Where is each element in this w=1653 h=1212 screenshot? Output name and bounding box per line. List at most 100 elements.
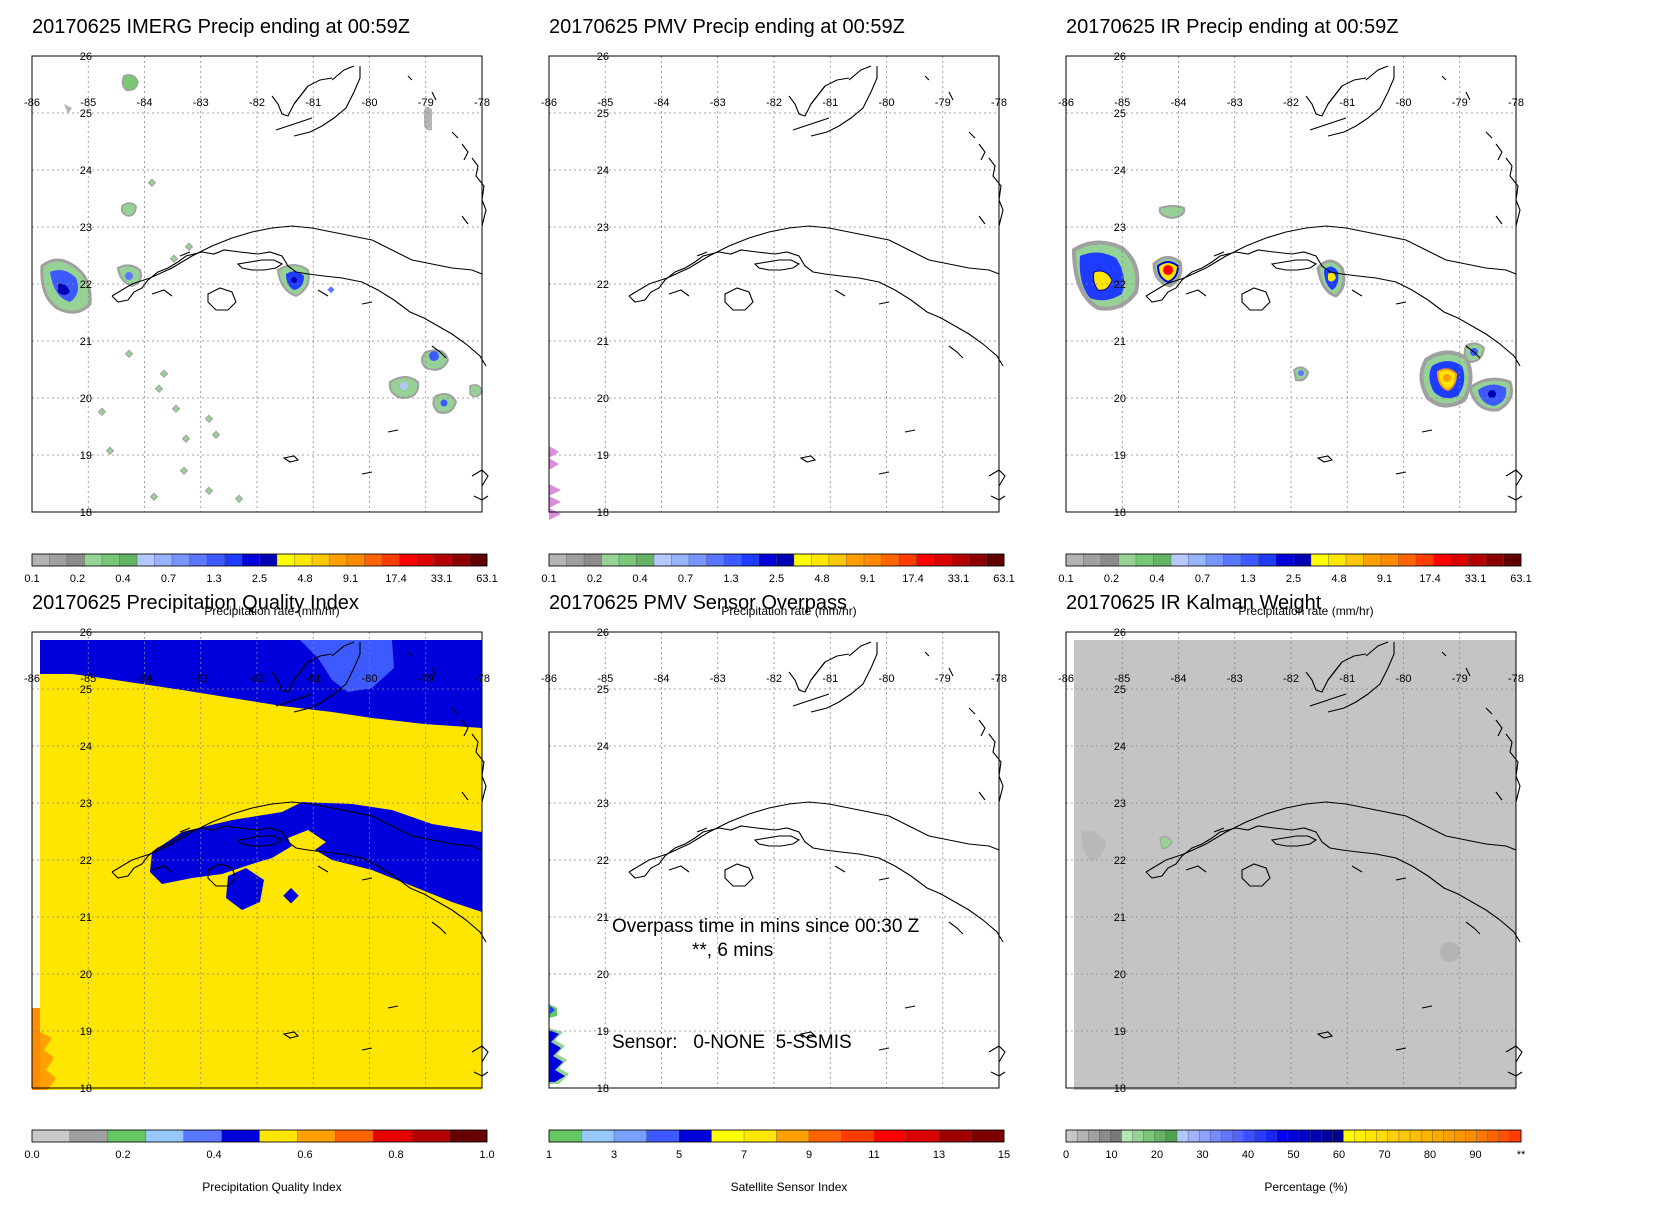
coastline-segment [1305,77,1367,117]
colorbar-tick-label: 63.1 [1510,573,1531,585]
colorbar-swatch [399,553,418,567]
colorbar-swatch [613,1129,647,1143]
coastline-segment [628,225,1000,297]
map-frame [31,631,483,1089]
colorbar-swatch [145,1129,185,1143]
colorbar-swatch [881,553,900,567]
colorbar-tick-label: 9.1 [1377,573,1392,585]
colorbar-swatch [1065,553,1084,567]
coastline-segment [236,835,284,847]
map-frame [1065,55,1517,513]
colorbar-swatch [1232,1129,1245,1143]
coastline-segment [451,131,459,139]
longitude-tick-label: -85 [1114,673,1130,685]
colorbar-swatch [1135,553,1154,567]
colorbar-tick-label: 2.5 [769,573,784,585]
coastline-segment [799,455,817,463]
coastline-segment [151,289,173,297]
colorbar-swatch [1498,1129,1511,1143]
colorbar-tick-label: 0.2 [1104,573,1119,585]
coastline-segment [1365,641,1389,657]
coastline-segment [668,865,690,873]
colorbar-tick-label: 0.8 [388,1149,403,1161]
panel-sensor-overpass: 20170625 PMV Sensor Overpass Overpass ti… [541,592,1069,1194]
graticule [548,631,1000,1089]
coastline-segment [792,117,830,131]
colorbar-tick-label: 4.8 [814,573,829,585]
latitude-tick-label: 18 [80,1083,92,1095]
coastline-segment [810,66,878,137]
colorbar-swatch [653,553,672,567]
colorbar-tick-label: 33.1 [948,573,969,585]
colorbar-swatch [1258,553,1277,567]
coastline-segment [1395,471,1407,475]
coastline-segment [628,825,1004,943]
latitude-tick-label: 23 [1114,798,1126,810]
longitude-tick-label: -85 [1114,97,1130,109]
coastline-segment [834,289,846,297]
colorbar-swatch [743,1129,777,1143]
coastline-segment [471,469,489,487]
coastline-segment [628,801,1000,873]
colorbar-tick-label: 17.4 [385,573,406,585]
colorbar-swatch [451,553,470,567]
colorbar-swatch [1254,1129,1267,1143]
colorbar-swatch [1153,553,1172,567]
colorbar-swatch [1398,553,1417,567]
coastline-segment [978,719,986,737]
colorbar-svg: 0.0 0.2 0.4 0.6 0.8 1.0 [24,1129,495,1161]
coastline-segment [1351,865,1363,873]
latitude-tick-label: 18 [1114,507,1126,519]
panel-quality-index: 20170625 Precipitation Quality Index -86… [24,592,552,1194]
colorbar-swatch [1380,553,1399,567]
coastline-segment [1185,289,1207,297]
coastline-segment [753,259,801,271]
coastline-segment [968,707,976,715]
colorbar-svg: 0.1 0.2 0.4 0.7 1.3 2.5 4.8 9.1 17.4 33.1 63.1 [1058,553,1532,585]
coastline-segment [1495,791,1503,801]
colorbar-tick-label: 2.5 [1286,573,1301,585]
coastline-segment [461,143,469,161]
colorbar-tick-label: 3 [611,1149,617,1161]
map-frame [1065,631,1517,1089]
colorbar-swatch [1363,553,1382,567]
coastline-segment [1145,825,1521,943]
colorbar-frame [31,553,488,567]
imerg-map: -86 -85 -84 -83 -82 -81 -80 -79 -782625242322212… [24,51,490,519]
colorbar-swatch [971,1129,1005,1143]
coastline-segment [431,345,447,359]
latitude-tick-label: 20 [1114,969,1126,981]
colorbar-swatch [1223,553,1242,567]
coastline [628,641,1006,1077]
latitude-tick-label: 21 [80,336,92,348]
colorbar-swatch [1432,1129,1444,1143]
colorbar-swatch [69,1129,109,1143]
coastline-segment [317,865,329,873]
latitude-tick-label: 22 [1114,855,1126,867]
latitude-tick-label: 24 [80,165,92,177]
coastline-segment [696,827,708,833]
coastline-segment [668,289,690,297]
colorbar-tick-label: 90 [1469,1149,1481,1161]
colorbar-swatch [1433,553,1452,567]
colorbar-tick-label: 0.4 [632,573,647,585]
colorbar-swatch [1243,1129,1256,1143]
longitude-tick-label: -85 [597,673,613,685]
latitude-tick-label: 22 [1114,279,1126,291]
coastline-segment [1305,653,1367,693]
colorbar-tick-label: 63.1 [993,573,1014,585]
panel-pmv-precip: 20170625 PMV Precip ending at 00:59Z -86… [541,16,1069,618]
colorbar-swatch [1343,1129,1356,1143]
longitude-tick-label: -79 [935,673,951,685]
coastline-segment [1465,667,1471,677]
coastline-segment [948,91,954,101]
latitude-tick-label: 26 [597,51,609,63]
colorbar-swatch [66,553,85,567]
colorbar-tick-label: 11 [868,1149,879,1161]
colorbar-tick-label: 17.4 [902,573,923,585]
colorbar: 0.1 0.2 0.4 0.7 1.3 2.5 4.8 9.1 17.4 33.1 63.1 [1058,553,1546,585]
colorbar-tick-label: 33.1 [1465,573,1486,585]
latitude-tick-label: 21 [1114,336,1126,348]
coastline [111,65,489,501]
colorbar-swatch [1420,1129,1433,1143]
